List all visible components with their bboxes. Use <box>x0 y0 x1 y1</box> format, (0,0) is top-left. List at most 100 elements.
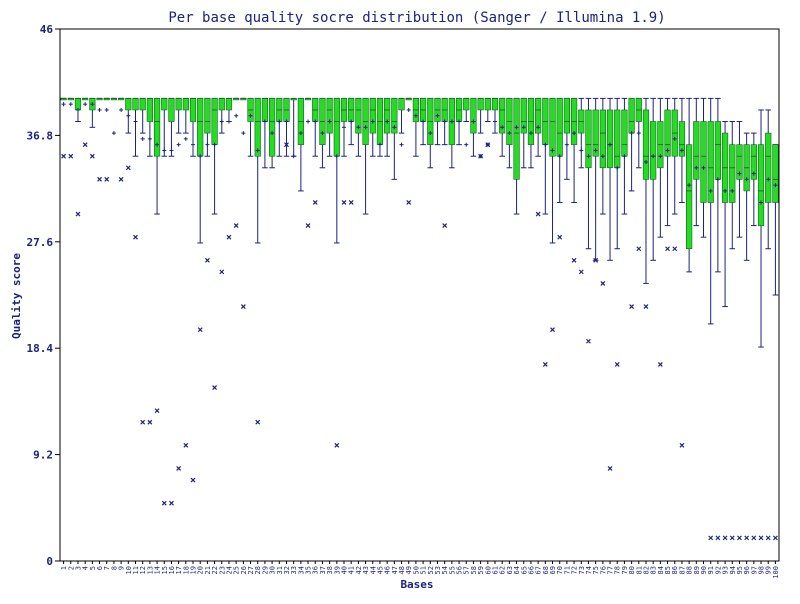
quartile-box <box>599 109 606 169</box>
outlier-point <box>729 535 735 541</box>
outlier-point <box>772 535 778 541</box>
quartile-box <box>499 98 506 134</box>
chart-title: Per base quality socre distribution (San… <box>168 10 665 26</box>
x-tick-label: 81 <box>635 566 643 574</box>
outlier-point <box>593 257 599 263</box>
quartile-box <box>132 98 139 111</box>
x-tick-label: 86 <box>671 566 679 574</box>
quartile-box <box>225 98 233 111</box>
quartile-box <box>153 98 161 157</box>
outlier-point <box>679 442 685 448</box>
x-tick-label: 65 <box>520 566 528 574</box>
outlier-point <box>82 142 88 148</box>
quartile-box <box>520 98 527 134</box>
quartile-box <box>606 109 614 169</box>
x-tick-label: 47 <box>391 566 399 574</box>
quartile-box <box>750 144 757 180</box>
x-tick-label: 90 <box>700 566 708 574</box>
x-tick-label: 96 <box>743 566 751 574</box>
x-tick-label: 76 <box>599 566 607 574</box>
outlier-point <box>744 535 750 541</box>
outlier-point <box>715 535 721 541</box>
x-tick-label: 91 <box>707 566 715 574</box>
x-tick-label: 70 <box>556 566 564 574</box>
outlier-point <box>643 304 649 309</box>
quartile-box <box>168 98 175 122</box>
x-tick-label: 42 <box>355 566 363 574</box>
x-tick-label: 11 <box>132 566 140 574</box>
outlier-point <box>341 200 347 205</box>
outlier-point <box>176 466 182 471</box>
quartile-box <box>384 98 391 134</box>
outlier-point <box>133 234 138 240</box>
x-tick-label: 14 <box>154 566 162 574</box>
x-tick-label: 83 <box>650 566 658 574</box>
outlier-point <box>147 419 153 425</box>
x-tick-label: 66 <box>527 566 535 574</box>
x-tick-label: 18 <box>182 566 190 574</box>
quartile-box <box>463 98 470 111</box>
outlier-point <box>190 477 196 483</box>
outlier-point <box>334 442 340 448</box>
outlier-point <box>758 535 764 541</box>
x-tick-label: 46 <box>384 566 392 574</box>
x-tick-label: 1 <box>60 566 68 570</box>
outlier-point <box>240 304 246 309</box>
x-tick-label: 29 <box>261 566 269 574</box>
x-tick-label: 20 <box>197 566 205 574</box>
x-tick-label: 51 <box>420 566 428 574</box>
outlier-point <box>557 234 563 240</box>
x-tick-label: 68 <box>542 566 550 574</box>
quartile-box <box>326 98 333 134</box>
quartile-box <box>161 98 168 111</box>
outlier-point <box>578 269 584 275</box>
outlier-point <box>204 257 210 263</box>
x-tick-label: 16 <box>168 566 176 574</box>
x-tick-label: 55 <box>448 566 456 574</box>
quartile-box <box>664 109 671 157</box>
quartile-box <box>398 98 405 111</box>
x-tick-label: 71 <box>563 566 571 574</box>
x-tick-label: 80 <box>628 566 636 574</box>
x-tick-label: 100 <box>772 566 780 579</box>
outlier-point <box>61 153 67 159</box>
x-axis-label: Bases <box>400 578 433 591</box>
outlier-point <box>68 153 74 159</box>
quartile-box <box>139 98 146 111</box>
quartile-box <box>621 109 628 157</box>
y-tick-label: 46 <box>40 23 54 36</box>
outlier-point <box>125 165 131 171</box>
y-tick-label: 27.6 <box>27 236 54 249</box>
x-tick-label: 82 <box>642 566 650 574</box>
outlier-point <box>183 442 189 448</box>
quartile-box <box>628 98 635 134</box>
quartile-box <box>700 121 707 203</box>
quartile-box <box>563 98 570 134</box>
x-tick-label: 15 <box>161 566 169 574</box>
outlier-point <box>312 200 318 205</box>
x-tick-label: 97 <box>750 566 758 574</box>
outlier-point <box>348 200 354 205</box>
x-tick-label: 74 <box>585 566 593 574</box>
quartile-box <box>642 109 650 180</box>
x-tick-label: 50 <box>412 566 420 574</box>
y-axis-label: Quality score <box>10 253 23 339</box>
x-tick-label: 13 <box>146 566 154 574</box>
outlier-point <box>478 153 484 159</box>
quartile-box <box>650 121 657 180</box>
quartile-box <box>484 98 491 111</box>
outlier-point <box>169 500 174 506</box>
x-tick-label: 78 <box>614 566 622 574</box>
x-tick-label: 57 <box>463 566 471 574</box>
x-tick-label: 69 <box>549 566 557 574</box>
quartile-box <box>355 98 362 134</box>
quartile-box <box>470 98 477 134</box>
outlier-point <box>118 176 124 182</box>
quartile-box <box>254 98 261 157</box>
quartile-box <box>175 98 182 111</box>
x-tick-label: 52 <box>427 566 435 574</box>
outlier-point <box>629 304 635 309</box>
x-tick-label: 24 <box>225 566 233 574</box>
